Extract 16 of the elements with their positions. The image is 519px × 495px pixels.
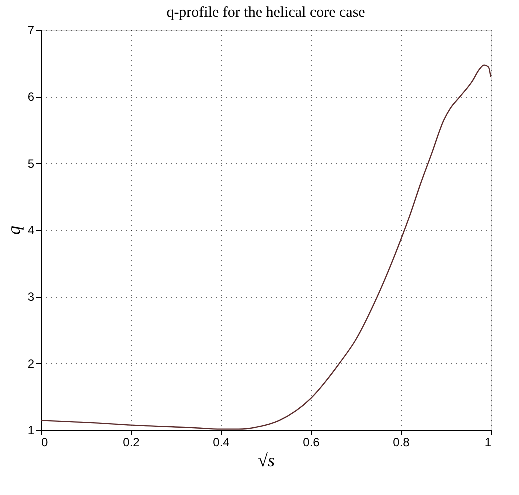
y-axis-title: q: [4, 226, 24, 235]
y-tick-label: 6: [28, 90, 35, 104]
x-tick-label: 0.8: [393, 436, 410, 450]
x-tick-label: 1: [484, 436, 492, 450]
x-tick-label: 0: [42, 436, 48, 450]
x-tick-label: 0.6: [303, 436, 320, 450]
x-tick-label: 0.4: [213, 436, 230, 450]
y-tick-label: 7: [28, 24, 35, 38]
y-tick-label: 4: [28, 224, 35, 238]
y-tick-label: 3: [28, 290, 35, 304]
y-tick-label: 2: [28, 356, 35, 371]
y-tick-label: 5: [28, 156, 35, 171]
x-axis-title: √s: [258, 450, 275, 470]
y-tick-label: 1: [28, 424, 35, 438]
chart-title: q-profile for the helical core case: [166, 5, 366, 21]
x-tick-label: 0.2: [123, 436, 140, 450]
